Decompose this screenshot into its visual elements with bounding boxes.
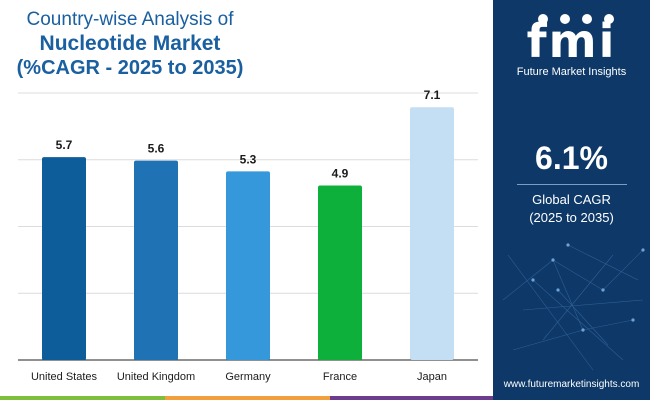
chart-header: Country-wise Analysis of Nucleotide Mark… bbox=[0, 8, 260, 80]
bottom-stripe-orange bbox=[165, 396, 330, 400]
cagr-value: 6.1% bbox=[535, 140, 608, 176]
title-line-2: Nucleotide Market bbox=[39, 32, 221, 55]
bar-chart: 5.7 5.6 5.3 4.9 7.1 United States United King… bbox=[18, 88, 478, 383]
summary-panel: fmi Future Market Insights 6.1% Global C… bbox=[493, 0, 650, 400]
network-graphic bbox=[502, 243, 645, 371]
website-link[interactable]: www.futuremarketinsights.com bbox=[503, 379, 640, 390]
bar-united-kingdom bbox=[134, 160, 178, 360]
logo-icons bbox=[538, 14, 614, 24]
category-label: Germany bbox=[225, 371, 271, 383]
bottom-stripe-purple bbox=[330, 396, 493, 400]
value-label: 5.3 bbox=[240, 152, 257, 166]
logo-subtitle: Future Market Insights bbox=[516, 66, 627, 78]
logo-mark: fmi bbox=[526, 14, 617, 68]
cagr-label-line2: (2025 to 2035) bbox=[529, 210, 614, 225]
category-label: Japan bbox=[417, 371, 447, 383]
bar-germany bbox=[226, 171, 270, 360]
category-label: United Kingdom bbox=[117, 371, 195, 383]
title-line-3: (%CAGR - 2025 to 2035) bbox=[16, 57, 244, 79]
value-label: 4.9 bbox=[332, 167, 349, 181]
value-label: 5.7 bbox=[56, 138, 73, 152]
category-label: United States bbox=[31, 371, 98, 383]
bar-japan bbox=[410, 107, 454, 361]
category-label: France bbox=[323, 371, 357, 383]
bar-united-states bbox=[42, 157, 86, 360]
cagr-divider bbox=[516, 184, 627, 185]
bar-france bbox=[318, 185, 362, 360]
cagr-label-line1: Global CAGR bbox=[532, 192, 611, 207]
title-line-1: Country-wise Analysis of bbox=[26, 9, 234, 30]
global-cagr: 6.1% Global CAGR (2025 to 2035) bbox=[493, 138, 650, 227]
bottom-stripe-green bbox=[0, 396, 165, 400]
value-label: 7.1 bbox=[424, 88, 441, 102]
category-labels: United States United Kingdom Germany France… bbox=[31, 371, 447, 383]
brand-logo: fmi Future Market Insights bbox=[493, 10, 650, 78]
value-label: 5.6 bbox=[148, 142, 165, 156]
bar-series bbox=[42, 107, 454, 361]
value-labels: 5.7 5.6 5.3 4.9 7.1 bbox=[56, 88, 441, 180]
